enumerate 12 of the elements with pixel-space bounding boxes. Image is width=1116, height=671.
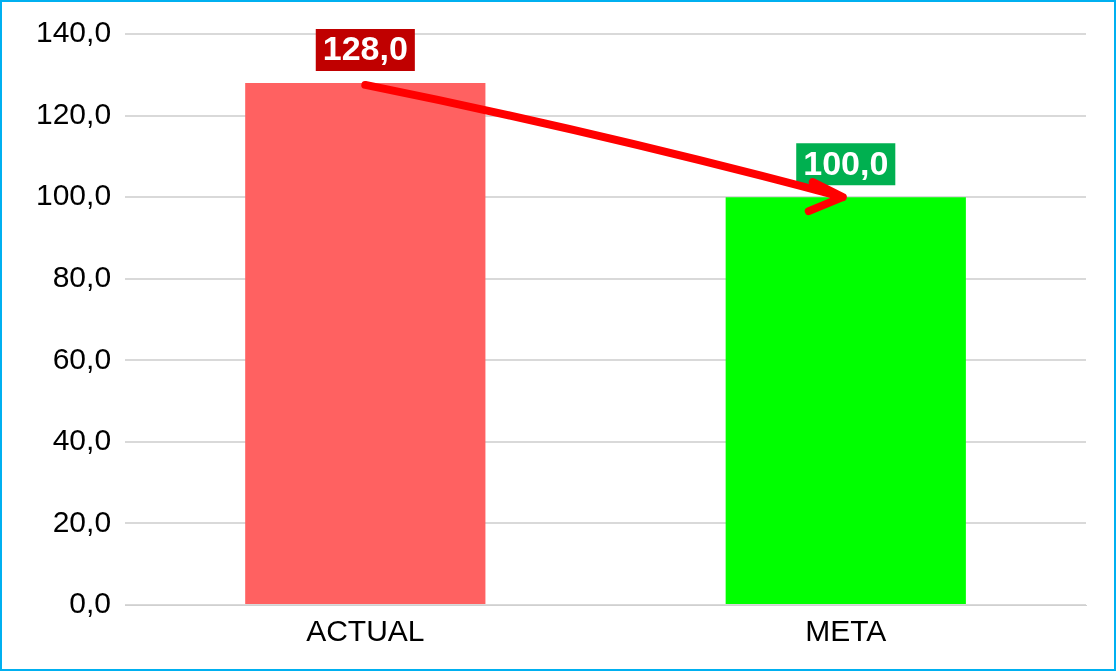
y-tick-label: 100,0 <box>36 178 112 212</box>
y-tick-label: 40,0 <box>52 423 112 457</box>
data-label: 100,0 <box>803 143 889 182</box>
y-tick-label: 120,0 <box>36 96 112 130</box>
y-tick-label: 0,0 <box>69 586 112 620</box>
y-tick-label: 80,0 <box>52 259 112 293</box>
y-tick-label: 140,0 <box>36 15 112 49</box>
x-tick-label: META <box>805 614 887 648</box>
y-tick-label: 60,0 <box>52 341 112 375</box>
y-tick-label: 20,0 <box>52 504 112 538</box>
x-tick-label: ACTUAL <box>306 614 425 648</box>
data-label: 128,0 <box>322 29 408 68</box>
